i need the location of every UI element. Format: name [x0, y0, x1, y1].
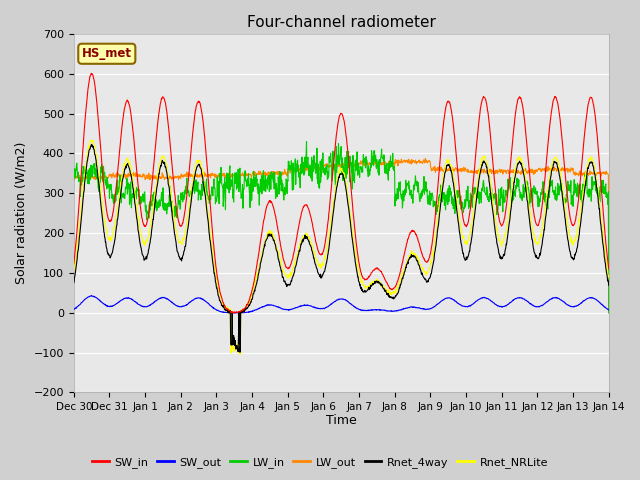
Title: Four-channel radiometer: Four-channel radiometer [247, 15, 436, 30]
Text: HS_met: HS_met [82, 47, 132, 60]
Y-axis label: Solar radiation (W/m2): Solar radiation (W/m2) [15, 142, 28, 285]
X-axis label: Time: Time [326, 414, 356, 427]
Legend: SW_in, SW_out, LW_in, LW_out, Rnet_4way, Rnet_NRLite: SW_in, SW_out, LW_in, LW_out, Rnet_4way,… [88, 452, 552, 472]
